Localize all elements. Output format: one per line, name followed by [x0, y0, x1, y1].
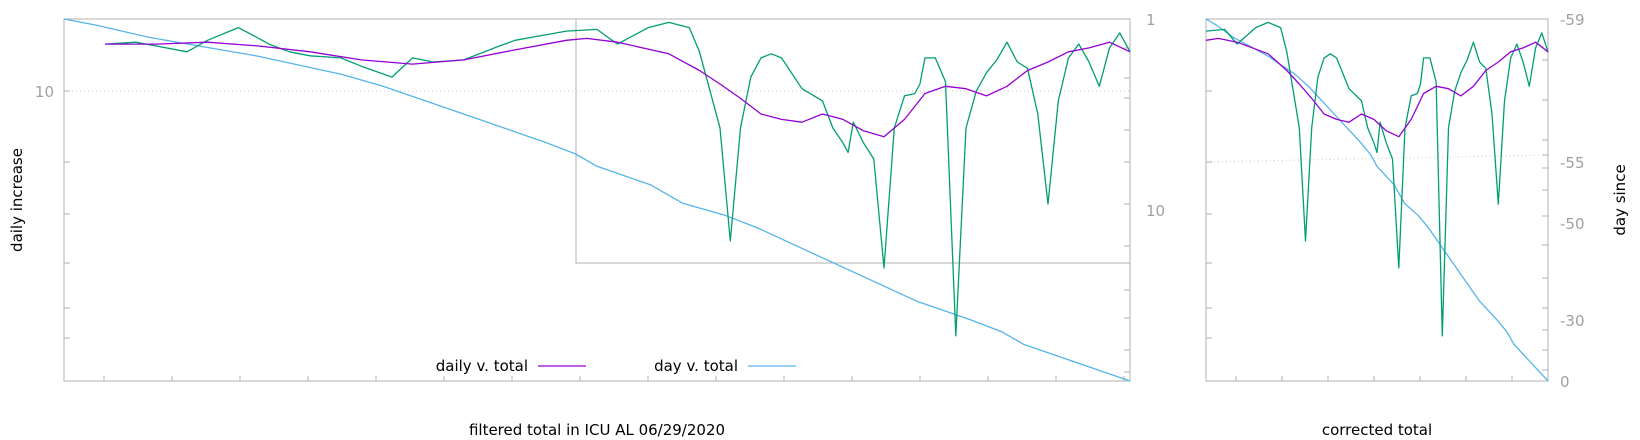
y2-tick-label: 1 [1146, 11, 1156, 29]
y-tick-label: -30 [1560, 312, 1585, 330]
y-tick-label: 10 [35, 83, 54, 101]
y-axis-title: daily increase [8, 148, 26, 252]
series-group-right [1205, 18, 1549, 382]
panel-left-frame [63, 18, 1131, 382]
series-line-daily-v-total-right [1205, 37, 1549, 138]
series-line-daily-v-total [105, 37, 1131, 138]
legend-label: day v. total [654, 357, 738, 375]
series-line-day-v-total [63, 18, 1131, 382]
panel-left-inner-box [575, 18, 1131, 264]
x-axis-title: corrected total [1322, 421, 1432, 439]
y2-tick-label: 10 [1146, 202, 1165, 220]
x-axis-title: filtered total in ICU AL 06/29/2020 [469, 421, 725, 439]
series-line-day-v-total-right [1205, 18, 1549, 382]
panel-right-gridline [1205, 154, 1549, 163]
y-axis-title: day since [1611, 164, 1629, 235]
tick-marks [64, 18, 1548, 381]
y-tick-label: -55 [1560, 154, 1585, 172]
legend-label: daily v. total [436, 357, 528, 375]
series-line-daily-raw-right [1205, 21, 1549, 337]
y-tick-label: -50 [1560, 215, 1585, 233]
series-group-left [63, 18, 1131, 382]
series-line-daily-raw [104, 21, 1131, 337]
y-tick-label: -59 [1560, 11, 1585, 29]
y-tick-label: 0 [1560, 373, 1570, 391]
panel-right-frame [1205, 18, 1549, 382]
